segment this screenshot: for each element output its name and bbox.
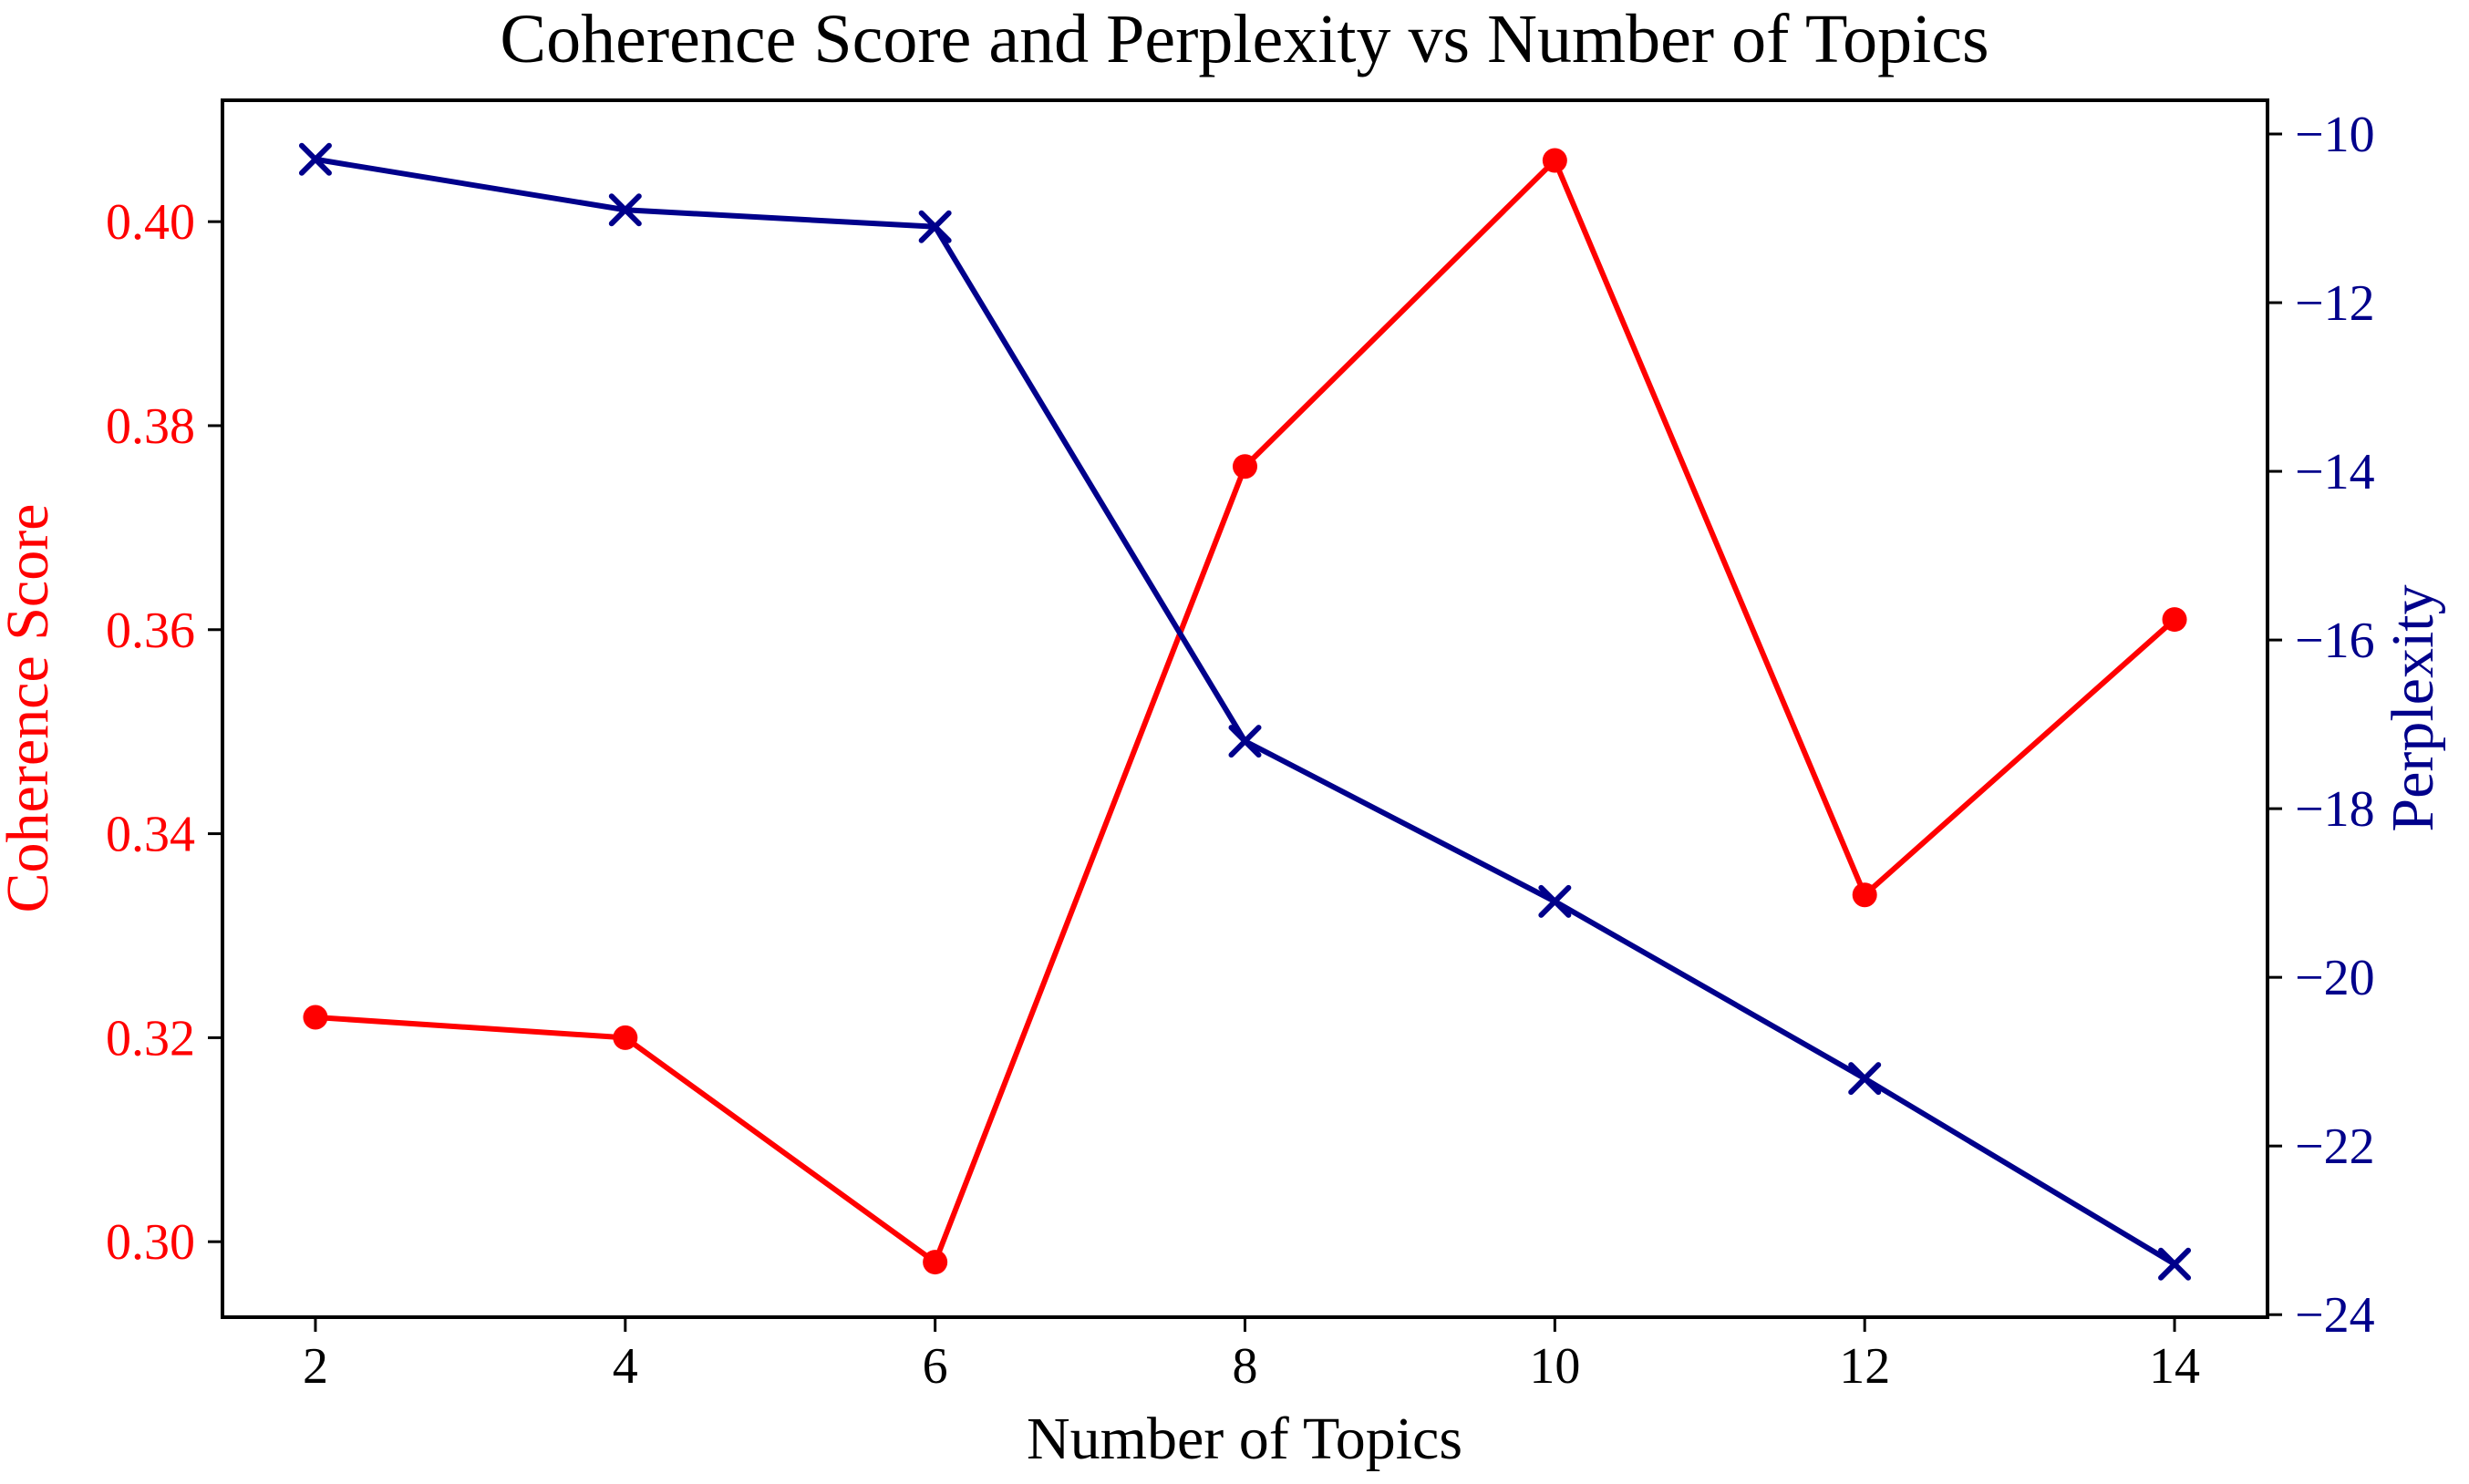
coherence-point-marker [1852,882,1877,908]
right-tick-label: −14 [2295,444,2375,500]
perplexity-x-marker [1538,884,1572,918]
chart-title: Coherence Score and Perplexity vs Number… [500,1,1989,77]
right-tick-label: −20 [2295,950,2375,1006]
x-tick-label: 4 [613,1338,638,1395]
coherence-point-marker [2162,607,2187,633]
perplexity-x-marker [608,193,642,227]
perplexity-x-marker [1228,725,1262,758]
right-tick-label: −22 [2295,1118,2375,1175]
plot-layer: 2 4 6 8 10 12 14 0.30 0.32 0.34 0.36 0.38 0.40 −10 −12… [106,107,2375,1395]
perplexity-x-marker [298,142,332,176]
right-tick-label: −18 [2295,781,2375,838]
left-tick-label: 0.36 [106,603,195,659]
left-tick-label: 0.40 [106,194,195,251]
x-axis-label: Number of Topics [1027,1406,1462,1472]
left-y-axis-label: Coherence Score [0,504,61,913]
x-tick-label: 8 [1233,1338,1258,1395]
x-tick-label: 14 [2149,1338,2200,1395]
right-tick-label: −16 [2295,613,2375,669]
right-y-axis-label: Perplexity [2380,584,2446,831]
coherence-point-marker [923,1250,948,1275]
right-tick-label: −10 [2295,107,2375,163]
plot-frame [221,98,2269,1319]
perplexity-x-marker [1848,1062,1882,1096]
left-tick-label: 0.30 [106,1214,195,1271]
x-tick-label: 2 [303,1338,328,1395]
x-tick-label: 6 [923,1338,948,1395]
left-tick-label: 0.34 [106,807,195,863]
x-tick-label: 12 [1839,1338,1890,1395]
perplexity-x-marker [918,210,952,243]
left-tick-label: 0.32 [106,1010,195,1067]
coherence-point-marker [613,1025,638,1050]
coherence-point-marker [1542,148,1567,173]
coherence-point-marker [1233,454,1257,479]
perplexity-x-marker [2158,1247,2192,1281]
coherence-point-marker [303,1005,328,1030]
left-tick-label: 0.38 [106,398,195,455]
right-tick-label: −12 [2295,275,2375,332]
right-tick-label: −24 [2295,1287,2375,1344]
perplexity-line [315,156,2176,1267]
x-tick-label: 10 [1529,1338,1580,1395]
